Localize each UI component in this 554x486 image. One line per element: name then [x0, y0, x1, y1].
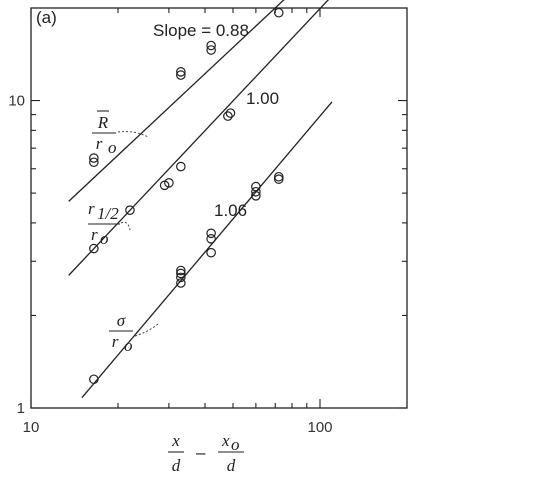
x-label-num1: x: [171, 431, 180, 450]
data-point-series-0: [176, 70, 186, 80]
series-label-sigma-num: σ: [117, 311, 126, 330]
series-label-r-half-num-sub: 1/2: [97, 204, 119, 223]
data-point-series-2: [251, 186, 261, 197]
data-point-series-1: [176, 161, 186, 172]
data-point-series-2: [273, 171, 284, 182]
leader-line-R: [117, 131, 149, 138]
series-label-r-half: r 1/2 r o: [88, 199, 131, 248]
data-point-series-2: [273, 174, 284, 184]
x-label-minus: –: [196, 443, 206, 462]
tick-labels: 10 100 1 10: [8, 93, 332, 436]
x-axis-label: x d – x o d: [168, 431, 244, 475]
fit-lines: [68, 0, 333, 399]
series-label-sigma: σ r o: [109, 311, 159, 355]
x-label-den1: d: [172, 456, 181, 475]
data-point-series-1: [89, 243, 99, 254]
y-tick-label: 10: [8, 93, 25, 110]
slope-label-R: Slope = 0.88: [153, 21, 249, 40]
slope-label-sigma: 1.06: [214, 201, 247, 220]
data-point-series-2: [176, 278, 186, 288]
x-label-num2-sub: o: [231, 435, 240, 454]
x-label-num2: x: [221, 431, 230, 450]
data-point-series-2: [89, 374, 99, 385]
x-tick-label: 10: [23, 419, 40, 436]
data-point-series-2: [176, 272, 186, 283]
leader-line-r-half: [120, 221, 131, 231]
data-point-series-1: [223, 111, 233, 121]
fit-line-series-1: [68, 0, 329, 276]
fit-line-series-0: [68, 0, 285, 202]
plot-frame: [30, 7, 408, 409]
slope-label-r-half: 1.00: [246, 89, 279, 108]
data-point-series-0: [89, 157, 99, 168]
data-point-series-2: [206, 234, 216, 244]
series-label-sigma-den: r: [112, 332, 119, 351]
series-label-R-num: R: [97, 113, 109, 132]
series-label-R-den: r: [96, 134, 103, 153]
data-point-series-2: [251, 191, 261, 201]
data-point-series-0: [206, 40, 216, 51]
data-point-series-0: [176, 67, 186, 77]
data-point-series-2: [206, 247, 216, 258]
data-point-series-1: [125, 205, 135, 215]
series-label-r-half-den-sub: o: [100, 229, 109, 248]
data-point-series-1: [164, 178, 174, 188]
data-point-series-0: [89, 153, 99, 163]
x-tick-label: 100: [307, 419, 332, 436]
series-label-r-half-den: r: [91, 225, 98, 244]
data-point-series-2: [176, 265, 186, 276]
data-point-series-0: [206, 45, 216, 55]
series-label-sigma-den-sub: o: [124, 336, 133, 355]
panel-label: (a): [36, 8, 57, 27]
data-point-series-2: [176, 268, 186, 279]
fit-line-series-2: [81, 101, 333, 399]
data-point-series-2: [206, 228, 216, 239]
series-label-r-half-num: r: [88, 199, 95, 218]
leader-line-sigma: [134, 323, 159, 337]
data-points: [89, 7, 284, 385]
series-label-R: R r o: [92, 110, 149, 157]
y-tick-label: 1: [17, 400, 25, 417]
data-point-series-0: [273, 7, 284, 18]
data-point-series-2: [251, 181, 261, 192]
data-point-series-1: [225, 108, 236, 118]
x-label-den2: d: [227, 456, 236, 475]
series-label-R-den-sub: o: [108, 138, 117, 157]
